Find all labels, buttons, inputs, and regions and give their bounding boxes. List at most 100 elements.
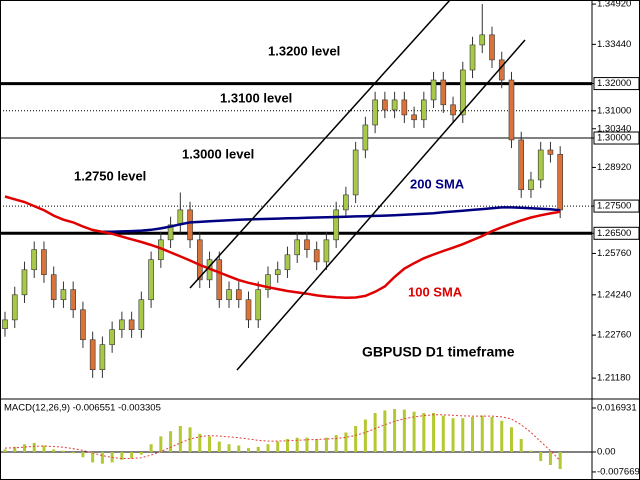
y-tick-label: 1.30000 (597, 133, 631, 144)
macd-bar (402, 409, 406, 452)
y-tick-box (593, 131, 640, 145)
candle-body (50, 274, 57, 301)
candle-body (343, 194, 349, 211)
y-tick-box (593, 226, 640, 240)
y-tick-label: 1.34920 (597, 0, 631, 10)
macd-bar (548, 452, 552, 465)
macd-bar (285, 439, 289, 452)
macd-bar (130, 452, 134, 459)
candle-body (226, 289, 232, 301)
sma-label: 100 SMA (408, 284, 463, 299)
y-tick-label: 0.016931 (597, 402, 637, 413)
level-label: 1.3200 level (268, 43, 340, 58)
macd-bar (471, 416, 475, 452)
candle-body (440, 79, 447, 106)
candle-body (60, 289, 67, 301)
candle-body (148, 259, 154, 301)
macd-bar (500, 420, 504, 452)
macd-bar (217, 441, 221, 452)
sma-label: 200 SMA (410, 176, 465, 191)
candle-body (528, 179, 534, 191)
candle-body (459, 69, 466, 116)
macd-bar (363, 419, 367, 452)
y-tick-label: 1.30340 (597, 123, 631, 134)
y-tick-label: 1.22760 (597, 330, 631, 341)
candle-body (197, 239, 203, 281)
level-label: 1.2750 level (74, 168, 146, 183)
macd-bar (315, 439, 319, 452)
channel-upper (189, 0, 451, 289)
candle-body (89, 339, 96, 370)
candle-body (489, 34, 495, 61)
y-tick-label: 1.26500 (597, 228, 631, 239)
candle-body (284, 254, 291, 271)
candle-body (265, 274, 271, 290)
macd-bar (324, 437, 328, 452)
candle-body (557, 154, 563, 211)
macd-bar (305, 437, 309, 452)
candle-body (2, 319, 8, 329)
candle-body (547, 149, 554, 155)
macd-bar (42, 445, 46, 452)
macd-bar (61, 450, 65, 452)
macd-bar (237, 445, 241, 452)
macd-bar (247, 448, 250, 452)
macd-bar (383, 410, 387, 452)
macd-bar (373, 413, 377, 452)
candle-body (216, 259, 223, 301)
macd-bar (354, 426, 358, 452)
candle-body (313, 249, 320, 263)
candle-body (401, 99, 408, 116)
candle-body (391, 99, 398, 111)
macd-bar (480, 415, 484, 452)
signal-line (4, 414, 561, 461)
candle-body (450, 104, 456, 116)
macd-bar (519, 439, 523, 452)
macd-bar (198, 433, 202, 452)
candle-body (99, 344, 106, 370)
macd-bar (81, 452, 85, 458)
candle-body (245, 299, 252, 321)
y-tick-label: 1.24240 (597, 289, 631, 300)
y-tick-label: 1.32000 (597, 78, 631, 89)
macd-bar (52, 449, 56, 452)
macd-bar (412, 411, 416, 452)
candle-body (11, 294, 18, 321)
macd-bar (227, 444, 231, 452)
y-tick-label: 1.21180 (597, 373, 631, 384)
price-panel (0, 4, 592, 470)
y-tick-label: 1.31000 (597, 105, 631, 116)
candle-body (128, 319, 135, 330)
macd-bar (441, 415, 445, 452)
macd-bar (32, 442, 36, 452)
macd-bar (139, 452, 143, 455)
macd-bar (22, 444, 26, 452)
candle-body (21, 269, 28, 296)
macd-bar (149, 444, 153, 452)
candle-body (323, 239, 330, 263)
y-tick-box (593, 199, 640, 213)
y-tick-label: 1.25760 (597, 248, 631, 259)
macd-bar (91, 452, 95, 463)
candle-body (167, 224, 174, 241)
macd-bar (558, 452, 562, 470)
candle-body (537, 149, 544, 181)
macd-bar (334, 435, 338, 452)
macd-bar (3, 449, 7, 452)
candle-body (479, 34, 486, 46)
macd-bar (188, 427, 192, 452)
sma-line (4, 195, 561, 300)
macd-bar (393, 409, 397, 452)
y-tick-label: 1.27500 (597, 201, 631, 212)
candle-body (274, 269, 281, 275)
candle-body (498, 59, 505, 81)
macd-bar (461, 418, 465, 452)
candle-body (41, 249, 47, 275)
macd-bar (169, 431, 173, 452)
macd-bar (71, 452, 75, 454)
candle-body (235, 289, 242, 301)
candle-body (70, 289, 76, 311)
macd-bar (208, 436, 212, 452)
channel-lower (236, 39, 526, 371)
